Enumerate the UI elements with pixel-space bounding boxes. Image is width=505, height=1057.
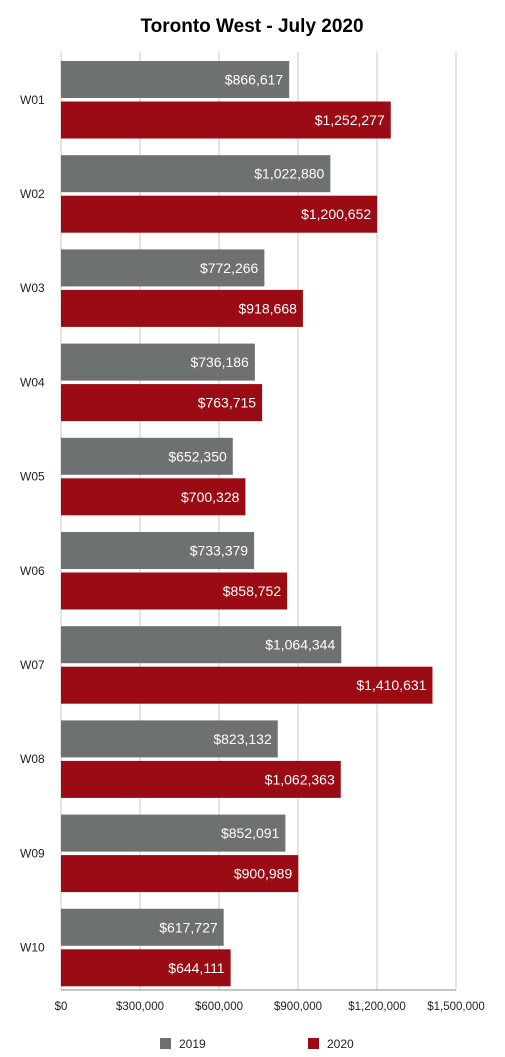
bar-w09-2019 xyxy=(61,814,286,852)
bar-w06-2020 xyxy=(61,572,288,610)
bar-w07-2020 xyxy=(61,666,433,704)
data-label: $733,379 xyxy=(190,543,249,559)
data-label: $852,091 xyxy=(221,825,280,841)
chart-title: Toronto West - July 2020 xyxy=(140,16,363,37)
data-label: $1,062,363 xyxy=(265,771,335,787)
bar-w08-2020 xyxy=(61,760,341,798)
x-tick-label: $900,000 xyxy=(274,1001,322,1013)
data-label: $918,668 xyxy=(239,300,298,316)
bar-w04-2020 xyxy=(61,384,263,422)
bar-w01-2019 xyxy=(61,61,290,98)
category-label: W08 xyxy=(20,752,45,766)
bars: $866,617 $1,252,277 $1,022,880 $1,200,652 $7… xyxy=(61,61,433,987)
data-label: $1,022,880 xyxy=(254,166,324,182)
data-label: $1,410,631 xyxy=(356,677,426,693)
legend-swatch-2019 xyxy=(160,1038,171,1049)
category-label: W03 xyxy=(20,281,45,295)
data-label: $1,200,652 xyxy=(301,206,371,222)
x-tick-label: $300,000 xyxy=(116,1001,164,1013)
bar-w02-2020 xyxy=(61,195,378,233)
bar-w10-2019 xyxy=(61,908,224,946)
bar-w04-2019 xyxy=(61,343,255,381)
bar-w05-2019 xyxy=(61,437,233,475)
data-label: $1,252,277 xyxy=(315,112,385,128)
bar-w01-2020 xyxy=(61,101,391,139)
data-label: $617,727 xyxy=(159,919,218,935)
data-label: $652,350 xyxy=(168,448,227,464)
x-tick-label: $1,200,000 xyxy=(348,1001,406,1013)
x-axis-ticks: $0 $300,000 $600,000 $900,000 $1,200,000 $1,5… xyxy=(55,1001,485,1013)
data-label: $823,132 xyxy=(213,731,272,747)
x-tick-label: $1,500,000 xyxy=(427,1001,485,1013)
bar-w10-2020 xyxy=(61,949,231,987)
legend-label: 2020 xyxy=(327,1037,354,1051)
category-label: W09 xyxy=(20,846,45,860)
data-label: $763,715 xyxy=(198,395,257,411)
data-label: $900,989 xyxy=(234,866,293,882)
bar-w05-2020 xyxy=(61,478,246,516)
legend: 2019 2020 xyxy=(160,1037,354,1051)
bar-w03-2019 xyxy=(61,249,265,287)
data-label: $644,111 xyxy=(168,960,225,976)
bar-w08-2019 xyxy=(61,720,278,758)
category-label: W07 xyxy=(20,658,45,672)
bar-w02-2019 xyxy=(61,155,331,193)
legend-label: 2019 xyxy=(179,1037,206,1051)
category-label: W10 xyxy=(20,941,45,955)
legend-swatch-2020 xyxy=(308,1038,319,1049)
bar-w09-2020 xyxy=(61,855,299,893)
category-labels: W01 W02 W03 W04 W05 W06 W07 W08 W09 W10 xyxy=(20,93,45,955)
data-label: $1,064,344 xyxy=(265,637,335,653)
bar-w07-2019 xyxy=(61,626,342,664)
data-label: $866,617 xyxy=(225,72,284,88)
category-label: W02 xyxy=(20,187,45,201)
data-label: $736,186 xyxy=(190,354,249,370)
category-label: W04 xyxy=(20,375,45,389)
category-label: W05 xyxy=(20,470,45,484)
bar-w03-2020 xyxy=(61,289,303,327)
data-label: $700,328 xyxy=(181,489,240,505)
category-label: W06 xyxy=(20,564,45,578)
data-label: $772,266 xyxy=(200,260,259,276)
x-tick-label: $600,000 xyxy=(195,1001,243,1013)
x-tick-label: $0 xyxy=(55,1001,68,1013)
bar-w06-2019 xyxy=(61,532,255,569)
data-label: $858,752 xyxy=(223,583,282,599)
category-label: W01 xyxy=(20,93,45,107)
